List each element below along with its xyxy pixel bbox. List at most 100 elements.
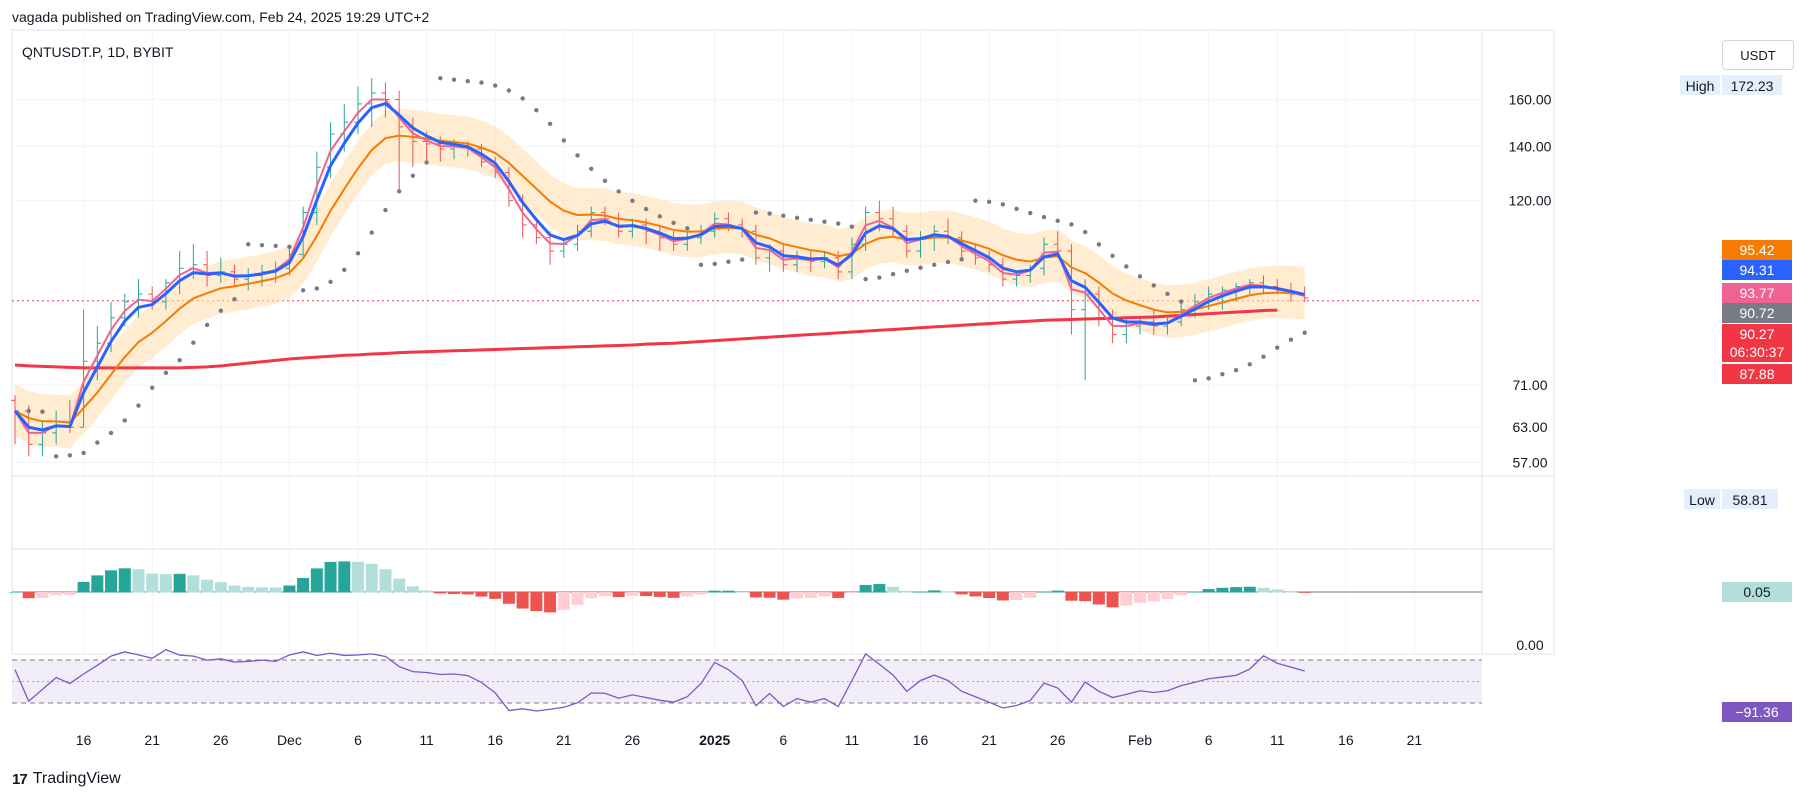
psar-dot <box>1192 378 1198 383</box>
psar-dot <box>1124 264 1129 269</box>
y-tick-label: 71.00 <box>1512 377 1547 393</box>
price-label: 06:30:37 <box>1730 344 1785 360</box>
x-tick-label: 16 <box>487 732 503 748</box>
chart-grid <box>11 29 1555 655</box>
psar-dot <box>561 138 566 143</box>
histogram-bar <box>516 592 529 609</box>
psar-dot <box>575 153 580 158</box>
psar-dot <box>163 370 169 376</box>
psar-dot <box>698 262 704 267</box>
oscillator-tick-label: 0.00 <box>1516 637 1543 653</box>
psar-dot <box>959 257 964 262</box>
price-label-bg <box>1722 260 1792 280</box>
histogram-bar <box>667 592 680 598</box>
psar-dot <box>1247 362 1253 367</box>
histogram-bar <box>598 592 611 597</box>
histogram-bar <box>36 592 49 598</box>
histogram-bar <box>461 592 474 595</box>
psar-dot <box>300 288 306 293</box>
y-tick-label: 160.00 <box>1509 91 1552 107</box>
histogram-bar <box>434 592 447 594</box>
x-tick-label: Dec <box>277 732 302 748</box>
psar-dot <box>739 257 745 262</box>
histogram-bar <box>791 592 804 599</box>
psar-dot <box>328 279 333 284</box>
histogram-bar <box>9 592 21 593</box>
histogram-bar <box>887 586 900 593</box>
histogram-bar <box>845 592 858 594</box>
psar-dot <box>40 409 45 414</box>
currency-button[interactable]: USDT <box>1722 40 1794 70</box>
psar-dot <box>122 418 127 423</box>
x-tick-label: 6 <box>779 732 787 748</box>
psar-dot <box>643 206 649 212</box>
histogram-bar <box>1010 592 1023 600</box>
psar-dot <box>67 453 73 458</box>
psar-dot <box>81 450 86 456</box>
histogram-bar <box>640 592 653 597</box>
psar-dot <box>369 230 374 235</box>
psar-dot <box>1041 214 1047 220</box>
psar-dot <box>877 275 882 280</box>
low-value-bg <box>1722 489 1778 509</box>
psar-dot <box>1275 345 1280 350</box>
psar-dot <box>630 198 635 204</box>
footer[interactable]: 17 TradingView <box>12 770 121 788</box>
oscillator-line <box>14 648 1305 712</box>
psar-dot <box>191 340 196 345</box>
psar-dot <box>547 121 553 127</box>
histogram-bar <box>749 592 762 598</box>
histogram-bar <box>996 592 1009 601</box>
histogram-bar <box>214 582 227 593</box>
histogram-bar <box>1024 592 1037 598</box>
psar-dot <box>767 211 772 216</box>
psar-dot <box>616 189 621 194</box>
histogram-bar <box>77 581 90 593</box>
histogram-bar <box>1134 592 1147 603</box>
histogram-bar <box>695 592 707 595</box>
x-tick-label: 11 <box>419 732 434 748</box>
histogram-bar <box>475 592 488 597</box>
psar-dot <box>1220 371 1225 377</box>
histogram-bar <box>255 587 268 593</box>
psar-dot <box>342 267 347 273</box>
psar-dot <box>438 75 443 81</box>
price-label: 90.27 <box>1739 326 1774 342</box>
symbol-title[interactable]: QNTUSDT.P, 1D, BYBIT <box>22 44 174 60</box>
psar-dot <box>150 385 155 390</box>
psar-dot <box>424 160 429 165</box>
histogram-bar <box>1216 587 1229 593</box>
histogram-bar <box>365 563 378 593</box>
histogram-bar <box>393 578 406 593</box>
histogram-pane <box>9 561 1482 613</box>
histogram-bar <box>763 592 776 598</box>
histogram-bar <box>900 591 913 593</box>
histogram-bar <box>873 584 886 593</box>
histogram-bar <box>1038 591 1050 593</box>
psar-dot <box>1110 253 1115 259</box>
histogram-bar <box>1106 592 1119 608</box>
psar-dot <box>520 96 525 101</box>
price-label-bg <box>1722 303 1792 323</box>
low-label: Low <box>1689 492 1716 508</box>
psar-dot <box>1206 376 1211 381</box>
price-label-bg <box>1722 240 1792 260</box>
price-label-bg <box>1722 342 1792 362</box>
psar-dot <box>1069 222 1074 227</box>
histogram-value: 0.05 <box>1743 584 1770 600</box>
histogram-bar <box>269 587 282 593</box>
histogram-bar <box>379 569 392 593</box>
histogram-bar <box>530 592 543 612</box>
histogram-bar <box>983 592 996 598</box>
psar-dot <box>273 243 278 249</box>
histogram-bar <box>105 570 118 593</box>
psar-dot <box>973 198 978 203</box>
psar-dot <box>1261 354 1266 359</box>
psar-dot <box>410 173 416 178</box>
psar-dot <box>218 308 223 313</box>
histogram-bar <box>1188 591 1201 593</box>
histogram-bar <box>941 591 954 593</box>
histogram-bar <box>708 590 721 593</box>
histogram-bar <box>310 568 323 593</box>
